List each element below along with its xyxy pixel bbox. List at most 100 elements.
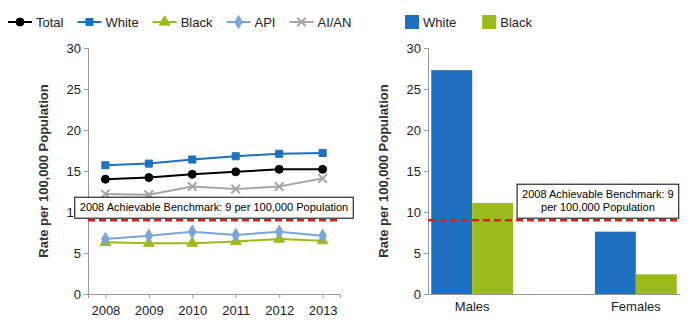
annotation-text: 2008 Achievable Benchmark: 9 bbox=[522, 188, 674, 200]
chart-line: 051015202530200820092010201120122013Rate… bbox=[8, 15, 353, 319]
data-point bbox=[101, 175, 109, 183]
data-point bbox=[145, 174, 153, 182]
tick-mark bbox=[424, 294, 428, 295]
legend-marker bbox=[159, 16, 170, 25]
tick-mark bbox=[84, 294, 88, 295]
y-axis: 0 5 10 15 20 25 30 bbox=[407, 41, 429, 302]
tick-mark bbox=[424, 48, 428, 49]
tick-mark bbox=[424, 171, 428, 172]
tick: 2011 bbox=[222, 294, 250, 318]
tick-label: 20 bbox=[407, 123, 421, 138]
legend-marker bbox=[86, 18, 93, 25]
series-line bbox=[105, 153, 322, 165]
tick-mark bbox=[149, 294, 150, 298]
data-point bbox=[232, 153, 239, 160]
tick: 2012 bbox=[265, 294, 294, 318]
data-point bbox=[189, 156, 196, 163]
legend-item: AI/AN bbox=[289, 15, 351, 30]
tick-label: 5 bbox=[74, 246, 81, 261]
tick: 15 bbox=[407, 164, 428, 179]
data-point bbox=[102, 232, 110, 245]
data-point bbox=[102, 162, 109, 169]
tick-mark bbox=[323, 294, 324, 298]
data-point bbox=[232, 168, 240, 176]
data-point bbox=[276, 150, 283, 157]
legend-item: White bbox=[77, 15, 138, 30]
tick-mark bbox=[105, 294, 106, 298]
x-axis: Males Females bbox=[429, 294, 681, 314]
data-point bbox=[319, 149, 326, 156]
tick-label: 25 bbox=[67, 82, 81, 97]
tick: 0 bbox=[74, 287, 88, 302]
reference-line bbox=[428, 219, 680, 222]
tick-mark bbox=[84, 89, 88, 90]
legend-marker bbox=[16, 18, 24, 26]
tick-mark bbox=[424, 130, 428, 131]
tick: 20 bbox=[407, 123, 428, 138]
tick: Females bbox=[611, 294, 661, 314]
tick: 25 bbox=[407, 82, 428, 97]
legend-swatch bbox=[482, 15, 496, 29]
tick: 0 bbox=[414, 287, 428, 302]
tick: 25 bbox=[67, 82, 88, 97]
annotation: 2008 Achievable Benchmark: 9per 100,000 … bbox=[517, 184, 679, 218]
tick: 20 bbox=[67, 123, 88, 138]
tick-mark bbox=[192, 294, 193, 298]
tick-mark bbox=[424, 89, 428, 90]
legend-label: AI/AN bbox=[317, 15, 351, 30]
tick: 2013 bbox=[309, 294, 338, 318]
bar bbox=[472, 203, 513, 294]
legend-item: Black bbox=[482, 15, 532, 30]
legend-item: White bbox=[405, 15, 456, 30]
legend-item: API bbox=[227, 15, 276, 30]
legend-item: Total bbox=[8, 15, 64, 30]
bar bbox=[636, 274, 677, 294]
tick-label: 2011 bbox=[222, 303, 250, 318]
bar bbox=[431, 70, 472, 294]
tick: Males bbox=[455, 294, 490, 314]
y-axis-title: Rate per 100,000 Population bbox=[376, 84, 391, 257]
tick-label: 20 bbox=[67, 123, 81, 138]
series-line bbox=[105, 232, 322, 239]
data-point bbox=[319, 165, 327, 173]
data-point bbox=[188, 182, 197, 191]
tick-label: 0 bbox=[74, 287, 81, 302]
axis-line bbox=[89, 295, 341, 299]
tick-label: 2010 bbox=[178, 303, 207, 318]
series-line bbox=[105, 169, 322, 179]
tick: 30 bbox=[67, 41, 88, 56]
legend-label: Total bbox=[36, 15, 64, 30]
data-point bbox=[188, 170, 196, 178]
chart-canvas: 051015202530200820092010201120122013Rate… bbox=[0, 0, 695, 334]
series-line bbox=[105, 178, 322, 194]
data-point bbox=[319, 229, 327, 242]
tick: 10 bbox=[407, 205, 428, 220]
tick-label: 2008 bbox=[91, 303, 120, 318]
tick-mark bbox=[84, 171, 88, 172]
tick-mark bbox=[84, 253, 88, 254]
axis-line bbox=[424, 49, 429, 295]
tick-mark bbox=[84, 130, 88, 131]
tick: 5 bbox=[414, 246, 428, 261]
legend: Total White Black API AI/AN bbox=[8, 15, 351, 30]
tick-label: 2012 bbox=[265, 303, 294, 318]
tick: 2010 bbox=[178, 294, 207, 318]
legend-label: White bbox=[105, 15, 138, 30]
tick: 2008 bbox=[91, 294, 120, 318]
tick-mark bbox=[236, 294, 237, 298]
bar bbox=[595, 232, 636, 294]
tick-label: 30 bbox=[67, 41, 81, 56]
axis-line bbox=[84, 49, 89, 295]
annotation-text: per 100,000 Population bbox=[541, 201, 655, 213]
x-axis: 200820092010201120122013 bbox=[89, 294, 341, 318]
annotation-box bbox=[75, 197, 353, 218]
tick: 30 bbox=[407, 41, 428, 56]
tick: 5 bbox=[74, 246, 88, 261]
tick-mark bbox=[424, 253, 428, 254]
series-line bbox=[105, 239, 322, 243]
tick-label: Females bbox=[611, 299, 661, 314]
annotation: 2008 Achievable Benchmark: 9 per 100,000… bbox=[75, 197, 353, 218]
data-point bbox=[275, 225, 283, 238]
legend-item: Black bbox=[153, 15, 213, 30]
tick-label: 15 bbox=[407, 164, 421, 179]
